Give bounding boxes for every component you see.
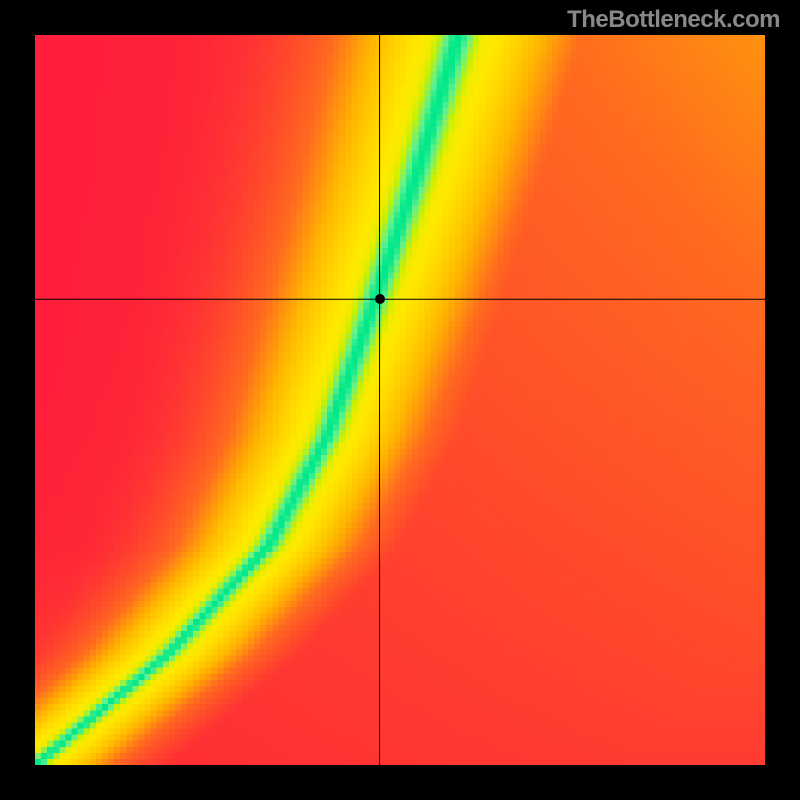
image-root: TheBottleneck.com — [0, 0, 800, 800]
watermark-text: TheBottleneck.com — [567, 6, 780, 34]
bottleneck-heatmap — [35, 35, 765, 765]
crosshair-marker — [375, 294, 385, 304]
